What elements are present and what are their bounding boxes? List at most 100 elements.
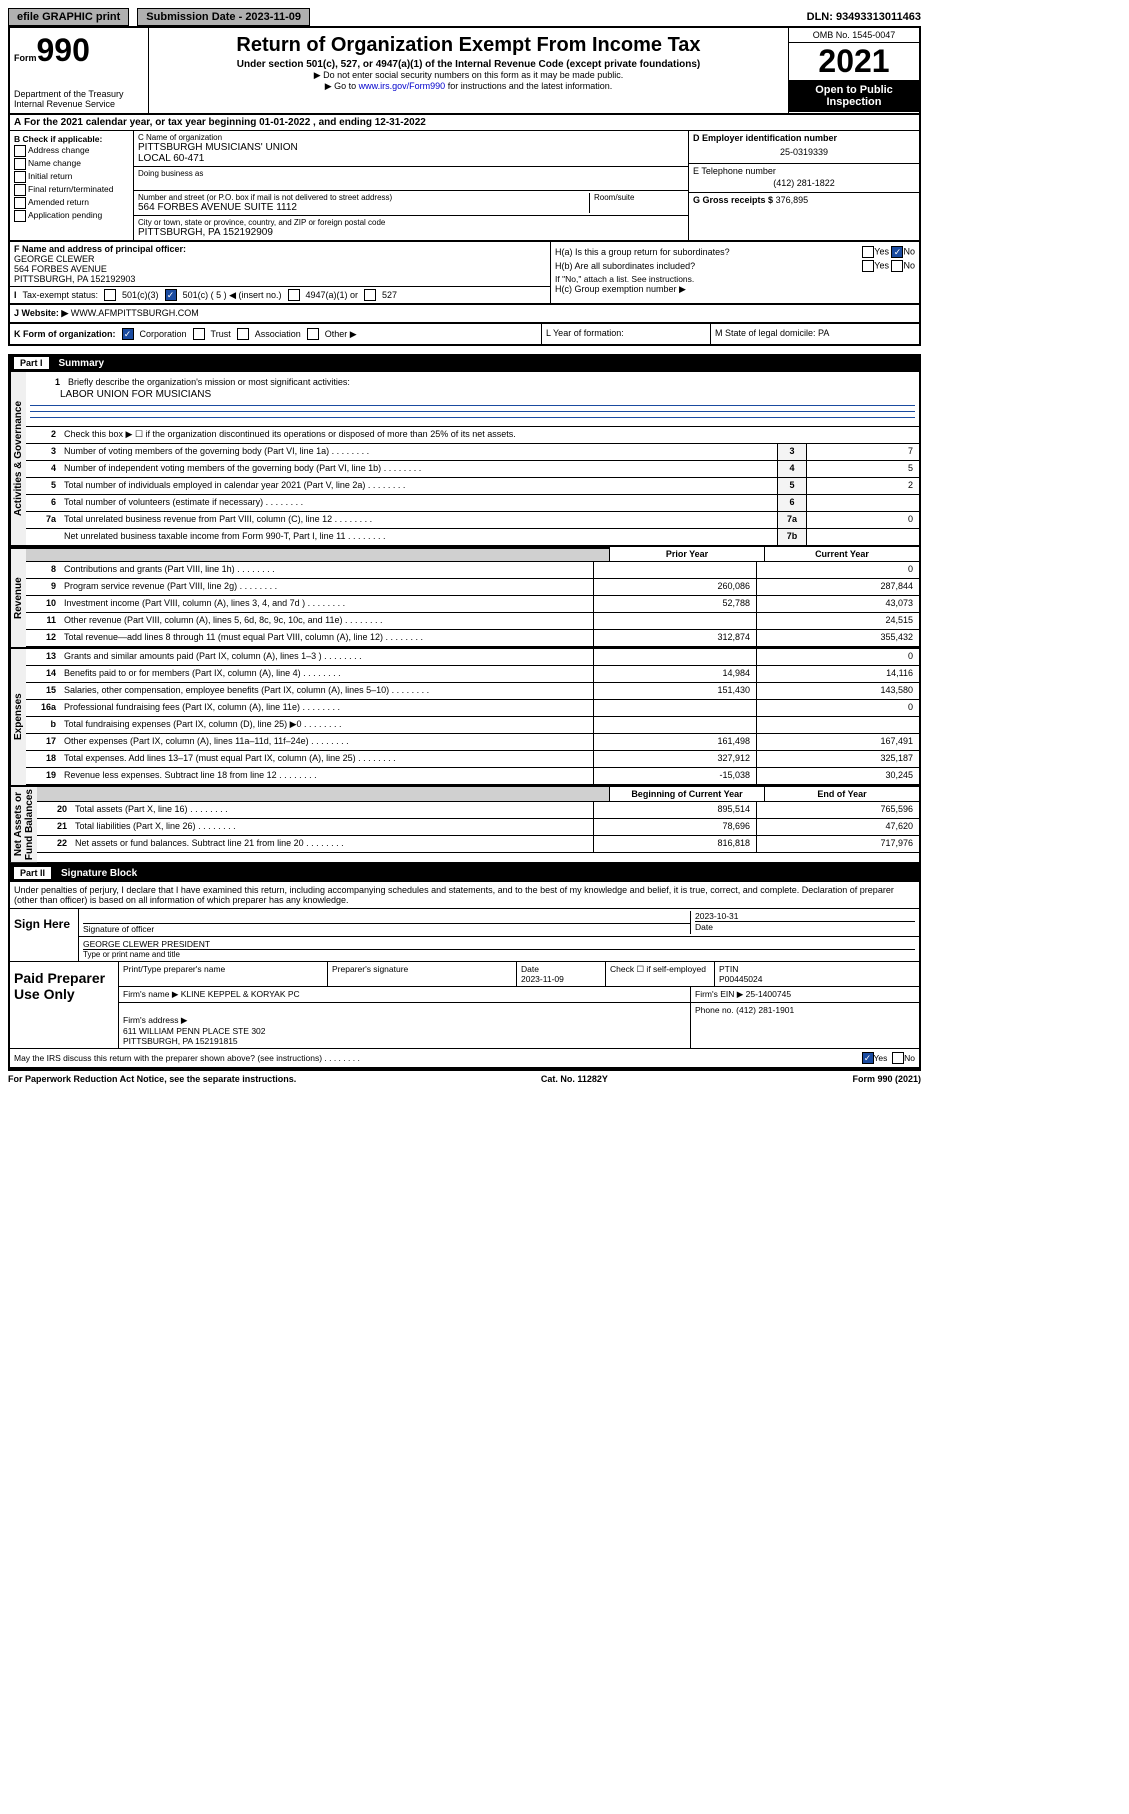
begin-year-header: Beginning of Current Year [609,787,764,801]
line-text: Net assets or fund balances. Subtract li… [71,836,593,852]
ptin-value: P00445024 [719,974,915,984]
tax-period: A For the 2021 calendar year, or tax yea… [8,115,921,131]
gross-receipts-value: 376,895 [776,195,809,205]
officer-name-label: Type or print name and title [83,949,915,959]
ptin-label: PTIN [719,964,915,974]
line-text: Total expenses. Add lines 13–17 (must eq… [60,751,593,767]
room-label: Room/suite [594,193,684,202]
firm-ein: 25-1400745 [746,989,791,999]
tax-year: 2021 [789,43,919,80]
current-value: 0 [756,700,919,716]
gross-receipts-label: G Gross receipts $ [693,195,773,205]
firm-addr-label: Firm's address ▶ [123,1015,187,1025]
line-text: Grants and similar amounts paid (Part IX… [60,649,593,665]
mission-label: Briefly describe the organization's miss… [64,375,915,389]
line-text: Salaries, other compensation, employee b… [60,683,593,699]
current-value [756,717,919,733]
gov-value: 2 [806,478,919,494]
ein-value: 25-0319339 [693,143,915,161]
form-990-footer: Form 990 (2021) [852,1074,921,1084]
dln: DLN: 93493313011463 [807,11,921,23]
submission-date: Submission Date - 2023-11-09 [137,8,310,26]
current-value: 0 [756,649,919,665]
prior-value: 327,912 [593,751,756,767]
paid-preparer-label: Paid Preparer Use Only [10,962,119,1048]
part-i-header: Part I Summary [8,354,921,372]
line-text: Other revenue (Part VIII, column (A), li… [60,613,593,629]
gov-value: 0 [806,512,919,528]
form-990-label: Form990 [14,32,144,69]
prior-value [593,700,756,716]
line-text: Revenue less expenses. Subtract line 18 … [60,768,593,784]
gov-value: 5 [806,461,919,477]
prior-value [593,649,756,665]
line-text: Investment income (Part VIII, column (A)… [60,596,593,612]
current-value: 287,844 [756,579,919,595]
website-row: J Website: ▶ WWW.AFMPITTSBURGH.COM [8,305,921,324]
current-year-header: Current Year [764,547,919,561]
gov-line: Total number of individuals employed in … [60,478,777,494]
prior-value: 312,874 [593,630,756,646]
firm-name-label: Firm's name ▶ [123,989,178,999]
firm-ein-label: Firm's EIN ▶ [695,989,743,999]
end-year-header: End of Year [764,787,919,801]
mission-text: LABOR UNION FOR MUSICIANS [30,389,915,400]
prep-date-label: Date [521,964,601,974]
efile-button[interactable]: efile GRAPHIC print [8,8,129,26]
current-value: 24,515 [756,613,919,629]
prior-value: 78,696 [593,819,756,835]
open-public-badge: Open to Public Inspection [789,80,919,112]
goto-note: ▶ Go to www.irs.gov/Form990 for instruct… [153,81,784,92]
org-name-label: C Name of organization [138,133,684,142]
street-address: 564 FORBES AVENUE SUITE 1112 [138,202,589,213]
ha-no-checkbox[interactable]: ✓ [891,246,903,258]
signature-block: Under penalties of perjury, I declare th… [8,882,921,1069]
ha-line: H(a) Is this a group return for subordin… [555,246,915,258]
discuss-label: May the IRS discuss this return with the… [14,1053,862,1063]
discuss-yes-checkbox[interactable]: ✓ [862,1052,874,1064]
current-value: 43,073 [756,596,919,612]
hc-line: H(c) Group exemption number ▶ [555,284,915,295]
prep-sig-label: Preparer's signature [328,962,517,986]
k-l-m-row: K Form of organization: ✓Corporation Tru… [8,324,921,346]
top-bar: efile GRAPHIC print Submission Date - 20… [8,8,921,28]
check-applicable: B Check if applicable: Address change Na… [10,131,134,240]
sig-date: 2023-10-31 [695,911,915,921]
city-state-zip: PITTSBURGH, PA 152192909 [138,227,684,238]
officer-addr1: 564 FORBES AVENUE [14,264,107,274]
line-text: Other expenses (Part IX, column (A), lin… [60,734,593,750]
firm-name: KLINE KEPPEL & KORYAK PC [181,989,300,999]
penalty-note: Under penalties of perjury, I declare th… [10,882,919,908]
addr-label: Number and street (or P.O. box if mail i… [138,193,589,202]
pra-notice: For Paperwork Reduction Act Notice, see … [8,1074,296,1084]
current-value: 717,976 [756,836,919,852]
officer-addr2: PITTSBURGH, PA 152192903 [14,274,135,284]
checkbox-501c5[interactable]: ✓ [165,289,177,301]
prior-value: -15,038 [593,768,756,784]
city-label: City or town, state or province, country… [138,218,684,227]
dept-label: Department of the Treasury Internal Reve… [14,89,144,109]
line-text: Program service revenue (Part VIII, line… [60,579,593,595]
line-text: Benefits paid to or for members (Part IX… [60,666,593,682]
ssn-note: ▶ Do not enter social security numbers o… [153,70,784,81]
form990-link[interactable]: www.irs.gov/Form990 [359,81,446,91]
gov-line: Number of voting members of the governin… [60,444,777,460]
prior-value [593,562,756,578]
sig-officer-label: Signature of officer [83,924,154,934]
part-i-body: Activities & Governance 1Briefly describ… [8,372,921,864]
gov-value: 7 [806,444,919,460]
net-assets-label: Net Assets orFund Balances [10,787,37,862]
state-domicile: M State of legal domicile: PA [710,324,919,344]
prior-value: 151,430 [593,683,756,699]
prior-value: 816,818 [593,836,756,852]
corp-checkbox[interactable]: ✓ [122,328,134,340]
gov-line: Total unrelated business revenue from Pa… [60,512,777,528]
current-value: 30,245 [756,768,919,784]
form-subtitle: Under section 501(c), 527, or 4947(a)(1)… [153,59,784,70]
prior-year-header: Prior Year [609,547,764,561]
line-text: Contributions and grants (Part VIII, lin… [60,562,593,578]
phone-label: E Telephone number [693,166,915,176]
line-2: Check this box ▶ ☐ if the organization d… [60,427,919,443]
gov-line: Number of independent voting members of … [60,461,777,477]
current-value: 47,620 [756,819,919,835]
